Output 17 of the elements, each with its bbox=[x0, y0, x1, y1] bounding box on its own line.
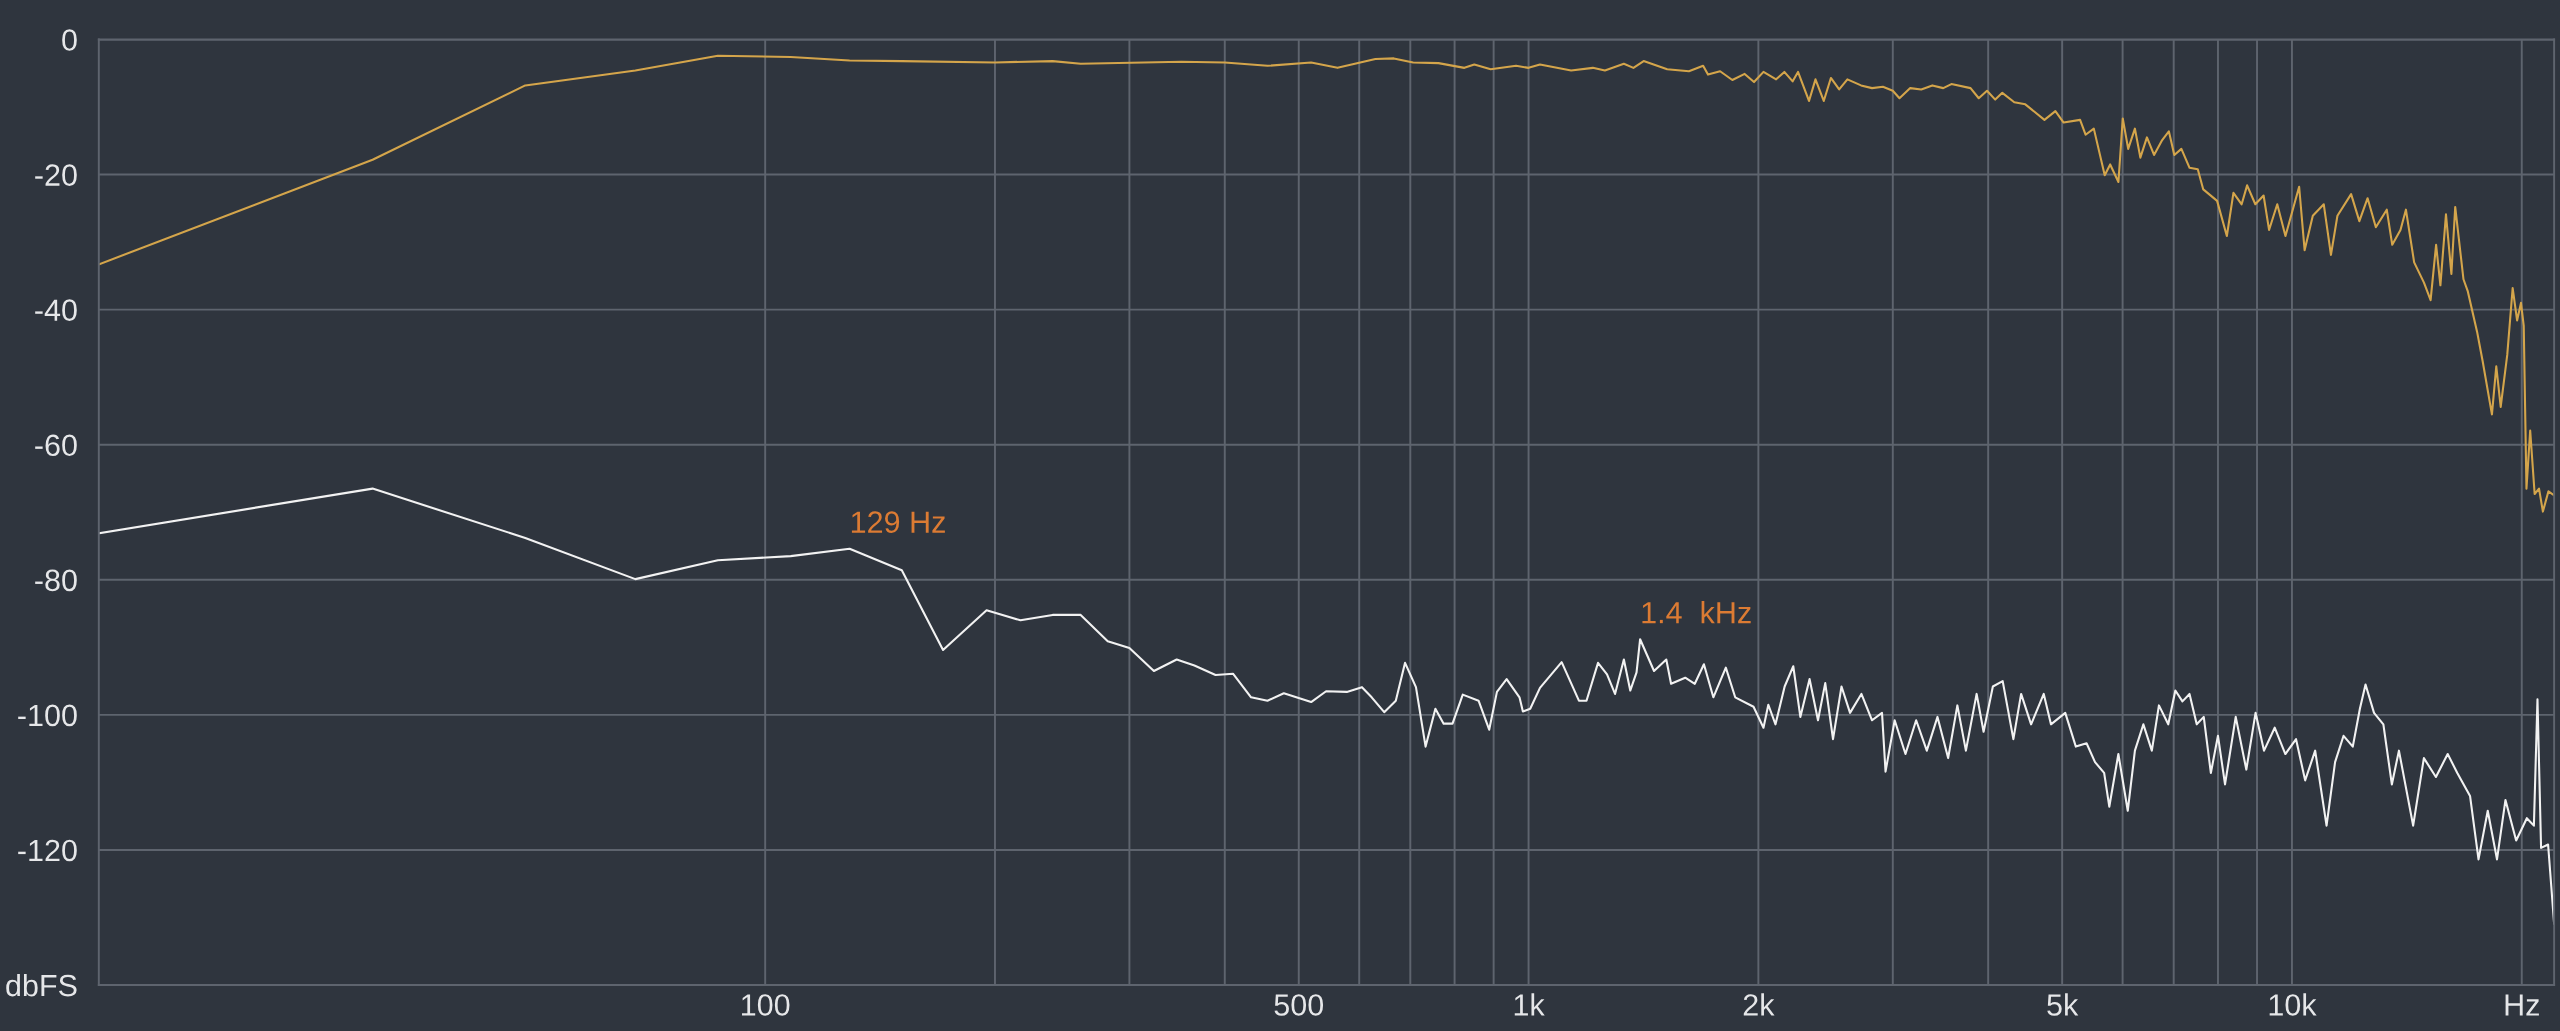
annotation: 129 Hz bbox=[851, 511, 945, 533]
y-tick-label: -20 bbox=[35, 164, 77, 186]
y-tick-label: -40 bbox=[35, 299, 77, 322]
x-tick-label: 2k bbox=[1743, 993, 1775, 1016]
annotation: 1.4 kHz bbox=[1642, 601, 1751, 624]
y-tick-label: 0 bbox=[62, 29, 77, 51]
x-tick-label: 500 bbox=[1274, 994, 1324, 1016]
y-tick-label: dbFS bbox=[6, 973, 77, 997]
y-tick-label: -60 bbox=[35, 434, 77, 457]
x-tick-label: 5k bbox=[2047, 993, 2079, 1016]
x-tick-label: 100 bbox=[742, 994, 790, 1016]
x-tick-label: 1k bbox=[1514, 993, 1545, 1016]
y-tick-label: -80 bbox=[35, 569, 77, 592]
y-tick-label: -100 bbox=[18, 704, 77, 727]
x-tick-label: 10k bbox=[2269, 993, 2317, 1016]
y-tick-label: -120 bbox=[18, 839, 77, 862]
x-tick-label: Hz bbox=[2505, 994, 2539, 1016]
